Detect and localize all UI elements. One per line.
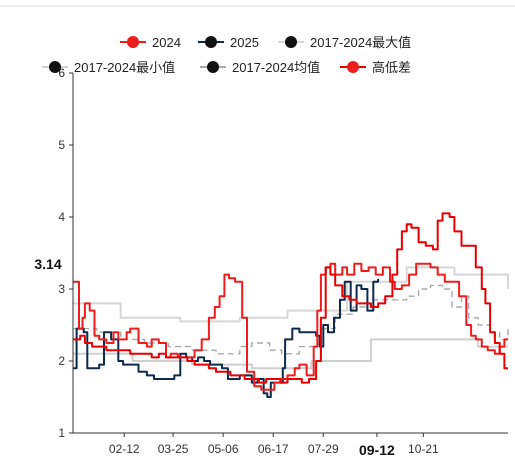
series-3-line: [73, 284, 509, 355]
series-5-line: [73, 262, 508, 391]
legend-swatch-dot: [127, 36, 139, 48]
y-tick-label: 5: [58, 138, 65, 152]
series-2-line: [73, 338, 508, 370]
legend-item-1[interactable]: 2024: [120, 35, 181, 50]
cursor-y-label: 3.14: [34, 256, 61, 272]
y-tick-label: 1: [58, 426, 65, 440]
y-tick-label: 2: [58, 354, 65, 368]
legend-label: 2017-2024均值: [232, 60, 320, 75]
legend-label: 2025: [230, 35, 259, 50]
legend-item-3[interactable]: 2017-2024最大值: [278, 35, 411, 50]
x-tick-label: 03-25: [158, 442, 189, 456]
legend-swatch-dot: [207, 61, 219, 73]
legend-item-6[interactable]: 高低差: [340, 60, 411, 75]
cursor-x-label-bg: [352, 439, 401, 457]
series-6-line: [73, 212, 508, 384]
legend-item-2[interactable]: 2025: [198, 35, 259, 50]
series-1-line: [73, 266, 509, 323]
legend-label: 2024: [152, 35, 181, 50]
legend-label: 2017-2024最大值: [310, 35, 411, 50]
legend-swatch-dot: [285, 36, 297, 48]
cursor-markers: 3.14 09-12: [34, 256, 401, 457]
plot-area: [73, 212, 509, 398]
x-tick-label: 07-29: [308, 442, 339, 456]
legend-label: 2017-2024最小值: [74, 60, 175, 75]
cursor-x-label: 09-12: [359, 442, 395, 457]
axes: 1 2 3 4 5 6 02-12 03-25 05-06 06-17 07-29 09-12 10-2…: [58, 66, 508, 456]
legend-swatch-dot: [205, 36, 217, 48]
legend-swatch-dot: [49, 61, 61, 73]
legend[interactable]: 2024 2025 2017-2024最大值 2017-2024最小值 2017-202…: [42, 35, 411, 75]
x-tick-label: 05-06: [208, 442, 239, 456]
y-tick-label: 3: [58, 282, 65, 296]
x-tick-label: 02-12: [109, 442, 140, 456]
y-tick-label: 6: [58, 66, 65, 80]
legend-swatch-dot: [347, 61, 359, 73]
x-tick-label: 06-17: [258, 442, 289, 456]
x-tick-label: 10-21: [408, 442, 439, 456]
legend-item-4[interactable]: 2017-2024最小值: [42, 60, 175, 75]
y-tick-label: 4: [58, 210, 65, 224]
legend-item-5[interactable]: 2017-2024均值: [200, 60, 320, 75]
legend-label: 高低差: [372, 60, 411, 75]
